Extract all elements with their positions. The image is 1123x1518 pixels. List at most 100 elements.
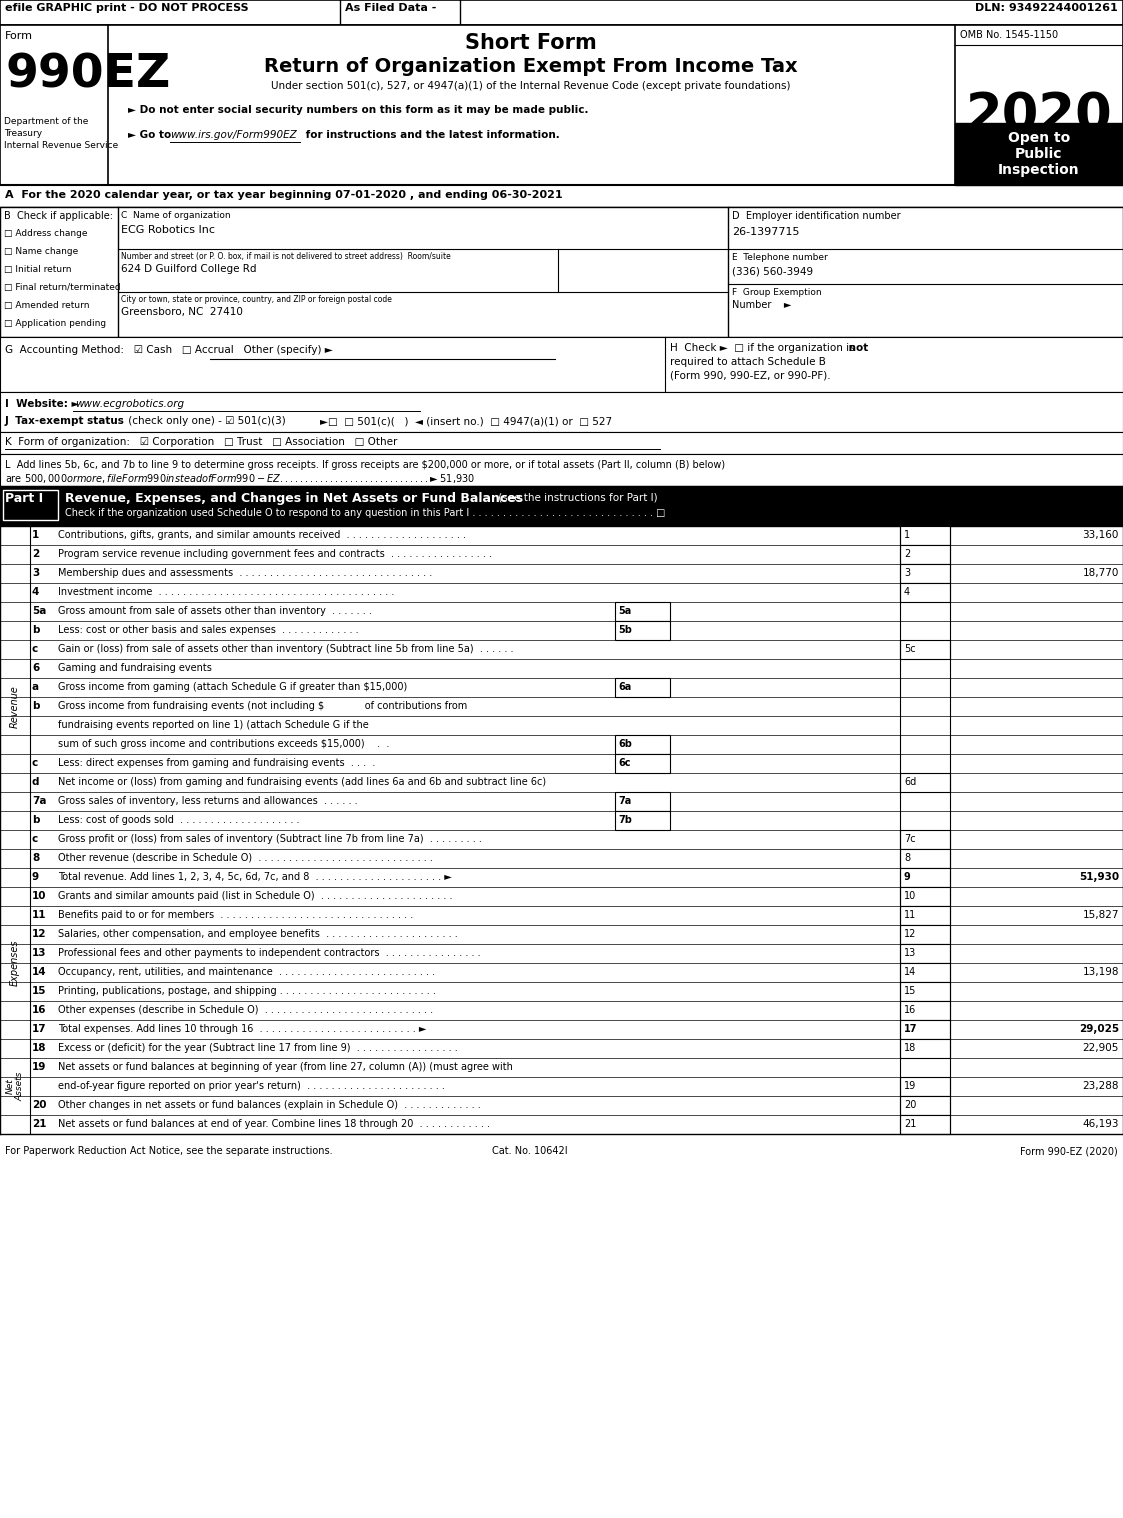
Text: (336) 560-3949: (336) 560-3949 [732,267,813,276]
Text: □ Amended return: □ Amended return [4,301,90,310]
Text: 17: 17 [904,1025,917,1034]
Text: Contributions, gifts, grants, and similar amounts received  . . . . . . . . . . : Contributions, gifts, grants, and simila… [58,530,466,540]
Text: Other revenue (describe in Schedule O)  . . . . . . . . . . . . . . . . . . . . : Other revenue (describe in Schedule O) .… [58,853,432,864]
Bar [900,962,950,982]
Bar [615,603,670,621]
Text: 21: 21 [904,1119,916,1129]
Bar [900,1020,950,1038]
Text: 1: 1 [31,530,39,540]
Text: Public: Public [1015,147,1062,161]
Text: 7a: 7a [31,795,46,806]
Text: 13,198: 13,198 [1083,967,1119,978]
Text: Revenue: Revenue [10,685,20,727]
Text: 15,827: 15,827 [1083,909,1119,920]
Bar [615,621,670,641]
Text: Gaming and fundraising events: Gaming and fundraising events [58,663,212,672]
Text: D  Employer identification number: D Employer identification number [732,211,901,222]
Text: DLN: 93492244001261: DLN: 93492244001261 [975,3,1119,14]
Text: a: a [31,682,39,692]
Bar [900,982,950,1000]
Text: Occupancy, rent, utilities, and maintenance  . . . . . . . . . . . . . . . . . .: Occupancy, rent, utilities, and maintena… [58,967,435,978]
Text: 20: 20 [904,1101,916,1110]
Text: 21: 21 [31,1119,46,1129]
Text: B  Check if applicable:: B Check if applicable: [4,211,113,222]
Text: Department of the: Department of the [4,117,89,126]
Text: 13: 13 [904,949,916,958]
Text: Total expenses. Add lines 10 through 16  . . . . . . . . . . . . . . . . . . . .: Total expenses. Add lines 10 through 16 … [58,1025,427,1034]
Text: c: c [31,757,38,768]
Bar [0,0,1123,24]
Bar [0,486,1123,527]
Text: 16: 16 [904,1005,916,1016]
Text: 17: 17 [31,1025,47,1034]
Text: (check only one) - ☑ 501(c)(3): (check only one) - ☑ 501(c)(3) [125,416,285,427]
Text: □ Name change: □ Name change [4,247,79,257]
Text: 6b: 6b [618,739,632,748]
Text: 29,025: 29,025 [1079,1025,1119,1034]
Text: Part I: Part I [4,492,43,505]
Text: 990EZ: 990EZ [4,53,171,99]
Text: 2020: 2020 [966,90,1113,143]
Text: 7b: 7b [618,815,632,824]
Bar [3,490,58,521]
Text: efile GRAPHIC print - DO NOT PROCESS: efile GRAPHIC print - DO NOT PROCESS [4,3,248,14]
Text: ECG Robotics Inc: ECG Robotics Inc [121,225,214,235]
Text: (see the instructions for Part I): (see the instructions for Part I) [495,492,658,502]
Bar [615,811,670,830]
Bar [900,641,950,659]
Text: F  Group Exemption: F Group Exemption [732,288,822,298]
Text: Form 990-EZ (2020): Form 990-EZ (2020) [1021,1146,1119,1157]
Text: 14: 14 [904,967,916,978]
Bar [900,545,950,565]
Bar [900,1038,950,1058]
Bar [0,433,1123,454]
Bar [900,1116,950,1134]
Bar [900,924,950,944]
Text: □ Final return/terminated: □ Final return/terminated [4,282,120,291]
Text: 9: 9 [904,871,911,882]
Text: A  For the 2020 calendar year, or tax year beginning 07-01-2020 , and ending 06-: A For the 2020 calendar year, or tax yea… [4,190,563,200]
Text: 19: 19 [904,1081,916,1091]
Text: sum of such gross income and contributions exceeds $15,000)    .  .: sum of such gross income and contributio… [58,739,395,748]
Text: Professional fees and other payments to independent contractors  . . . . . . . .: Professional fees and other payments to … [58,949,481,958]
Text: 3: 3 [904,568,910,578]
Text: 16: 16 [31,1005,46,1016]
Text: Net
Assets: Net Assets [6,1072,25,1101]
Text: Less: cost of goods sold  . . . . . . . . . . . . . . . . . . . .: Less: cost of goods sold . . . . . . . .… [58,815,302,824]
Text: For Paperwork Reduction Act Notice, see the separate instructions.: For Paperwork Reduction Act Notice, see … [4,1146,332,1157]
Bar [900,1000,950,1020]
Text: As Filed Data -: As Filed Data - [345,3,437,14]
Text: 5c: 5c [904,644,915,654]
Text: K  Form of organization:   ☑ Corporation   □ Trust   □ Association   □ Other: K Form of organization: ☑ Corporation □ … [4,437,398,446]
Bar [900,944,950,962]
Text: Gain or (loss) from sale of assets other than inventory (Subtract line 5b from l: Gain or (loss) from sale of assets other… [58,644,513,654]
Text: (Form 990, 990-EZ, or 990-PF).: (Form 990, 990-EZ, or 990-PF). [670,370,831,381]
Text: www.ecgrobotics.org: www.ecgrobotics.org [75,399,184,408]
Text: 6d: 6d [904,777,916,786]
Text: Gross income from fundraising events (not including $             of contributio: Gross income from fundraising events (no… [58,701,467,710]
Text: 4: 4 [31,587,39,597]
Bar [900,527,950,545]
Text: 8: 8 [904,853,910,864]
Text: Gross income from gaming (attach Schedule G if greater than $15,000): Gross income from gaming (attach Schedul… [58,682,408,692]
Text: Total revenue. Add lines 1, 2, 3, 4, 5c, 6d, 7c, and 8  . . . . . . . . . . . . : Total revenue. Add lines 1, 2, 3, 4, 5c,… [58,871,451,882]
Text: 18: 18 [904,1043,916,1053]
Bar [900,773,950,792]
Text: Net income or (loss) from gaming and fundraising events (add lines 6a and 6b and: Net income or (loss) from gaming and fun… [58,777,546,786]
Text: 5a: 5a [618,606,631,616]
Bar [900,887,950,906]
Text: Gross profit or (loss) from sales of inventory (Subtract line 7b from line 7a)  : Gross profit or (loss) from sales of inv… [58,833,482,844]
Text: 51,930: 51,930 [1079,871,1119,882]
Text: 20: 20 [31,1101,46,1110]
Text: Greensboro, NC  27410: Greensboro, NC 27410 [121,307,243,317]
Text: 11: 11 [31,909,46,920]
Text: Less: direct expenses from gaming and fundraising events  . . .  .: Less: direct expenses from gaming and fu… [58,757,382,768]
Text: Benefits paid to or for members  . . . . . . . . . . . . . . . . . . . . . . . .: Benefits paid to or for members . . . . … [58,909,413,920]
Text: 7a: 7a [618,795,631,806]
Bar [0,337,1123,392]
Text: Salaries, other compensation, and employee benefits  . . . . . . . . . . . . . .: Salaries, other compensation, and employ… [58,929,458,940]
Bar [615,735,670,754]
Text: Grants and similar amounts paid (list in Schedule O)  . . . . . . . . . . . . . : Grants and similar amounts paid (list in… [58,891,453,902]
Text: 5a: 5a [31,606,46,616]
Text: ► Go to: ► Go to [128,131,175,140]
